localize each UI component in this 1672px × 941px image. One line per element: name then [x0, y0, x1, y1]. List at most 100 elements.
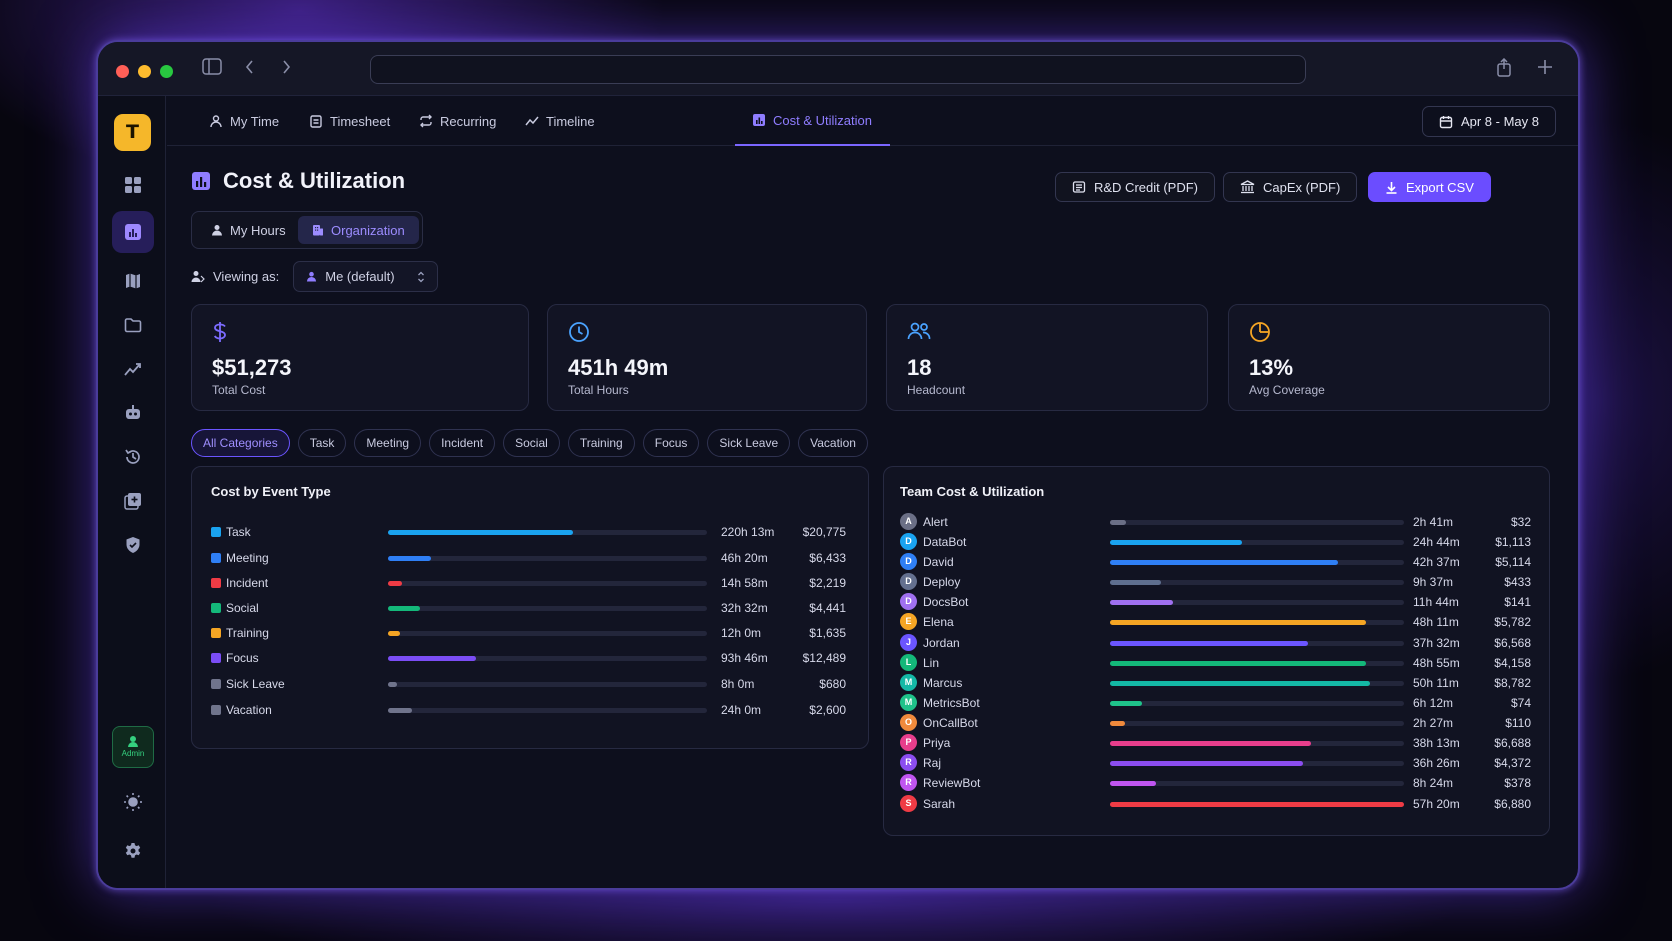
utilization-bar-fill	[1110, 540, 1243, 545]
zoom-window-button[interactable]	[160, 65, 173, 78]
event-hours: 8h 0m	[721, 677, 755, 691]
utilization-bar-fill	[1110, 560, 1338, 565]
calendar-icon	[1439, 115, 1453, 128]
filter-chip-focus[interactable]: Focus	[642, 429, 700, 457]
my-hours-toggle[interactable]: My Hours	[197, 216, 300, 244]
tab-my-time[interactable]: My Time	[209, 96, 279, 146]
utilization-bar-track	[1110, 721, 1404, 726]
filter-chip-all[interactable]: All Categories	[191, 429, 290, 457]
date-range-picker[interactable]: Apr 8 - May 8	[1421, 106, 1556, 137]
filter-chip-task[interactable]: Task	[297, 429, 347, 457]
theme-sun-icon[interactable]	[112, 781, 154, 823]
settings-gear-icon[interactable]	[112, 830, 154, 872]
filter-chip-training[interactable]: Training	[567, 429, 635, 457]
history-icon[interactable]	[112, 436, 154, 478]
panel-title: Team Cost & Utilization	[900, 484, 1045, 499]
member-cost: $6,688	[1494, 736, 1531, 750]
back-icon[interactable]	[244, 58, 256, 82]
admin-badge[interactable]: Admin	[112, 726, 154, 768]
event-hours: 93h 46m	[721, 651, 768, 665]
page-title-row: Cost & Utilization	[191, 168, 405, 194]
top-tabs: My Time Timesheet Recurring Timeline Cos…	[167, 96, 1578, 146]
toggle-label: My Hours	[230, 222, 286, 238]
date-range-label: Apr 8 - May 8	[1460, 114, 1539, 129]
legend-swatch	[211, 527, 221, 537]
member-hours: 2h 27m	[1413, 716, 1454, 730]
utilization-bar-fill	[1110, 520, 1127, 525]
new-tab-icon[interactable]	[1536, 58, 1554, 82]
event-cost: $2,219	[809, 576, 846, 590]
stat-label: Avg Coverage	[1249, 383, 1325, 397]
cost-chart-icon[interactable]	[112, 211, 154, 253]
address-bar[interactable]	[370, 55, 1306, 84]
team-member-row: D David 42h 37m $5,114	[884, 552, 1549, 572]
team-member-row: D DocsBot 11h 44m $141	[884, 592, 1549, 612]
utilization-bar-fill	[1110, 600, 1174, 605]
utilization-bar-track	[1110, 641, 1404, 646]
team-member-row: R Raj 36h 26m $4,372	[884, 753, 1549, 773]
share-icon[interactable]	[1496, 57, 1512, 84]
folder-icon[interactable]	[112, 304, 154, 346]
cost-bar-track	[388, 656, 707, 661]
utilization-bar-track	[1110, 600, 1404, 605]
filter-chip-social[interactable]: Social	[503, 429, 560, 457]
utilization-bar-track	[1110, 520, 1404, 525]
avatar: E	[900, 613, 917, 630]
close-window-button[interactable]	[116, 65, 129, 78]
tab-timesheet[interactable]: Timesheet	[309, 96, 390, 146]
event-cost: $6,433	[809, 551, 846, 565]
utilization-bar-track	[1110, 681, 1404, 686]
filter-chip-meeting[interactable]: Meeting	[354, 429, 422, 457]
member-hours: 42h 37m	[1413, 555, 1460, 569]
user-icon	[307, 271, 317, 282]
analytics-icon[interactable]	[112, 348, 154, 390]
utilization-bar-track	[1110, 540, 1404, 545]
utilization-bar-track	[1110, 761, 1404, 766]
button-label: Export CSV	[1406, 179, 1474, 195]
rd-credit-pdf-button[interactable]: R&D Credit (PDF)	[1055, 172, 1216, 202]
map-icon[interactable]	[112, 260, 154, 302]
forward-icon[interactable]	[280, 58, 292, 82]
avatar: A	[900, 513, 917, 530]
filter-chip-incident[interactable]: Incident	[429, 429, 496, 457]
clipboard-icon	[310, 115, 322, 128]
toggle-label: Organization	[331, 222, 405, 238]
tab-recurring[interactable]: Recurring	[419, 96, 496, 146]
legend-swatch	[211, 578, 221, 588]
utilization-bar-fill	[1110, 641, 1309, 646]
user-icon	[210, 115, 222, 128]
event-type-row: Training 12h 0m $1,635	[192, 623, 868, 643]
member-cost: $4,158	[1494, 656, 1531, 670]
dashboard-icon[interactable]	[112, 164, 154, 206]
stat-card-avg-coverage: 13% Avg Coverage	[1228, 304, 1550, 411]
export-csv-button[interactable]: Export CSV	[1368, 172, 1491, 202]
capex-pdf-button[interactable]: CapEx (PDF)	[1223, 172, 1358, 202]
member-cost: $141	[1504, 595, 1531, 609]
logout-icon[interactable]	[112, 879, 154, 888]
event-cost: $20,775	[802, 525, 846, 539]
legend-swatch	[211, 628, 221, 638]
sidebar-toggle-icon[interactable]	[202, 58, 222, 82]
organization-toggle[interactable]: Organization	[298, 216, 419, 244]
bot-icon[interactable]	[112, 392, 154, 434]
member-cost: $110	[1505, 716, 1531, 730]
minimize-window-button[interactable]	[138, 65, 151, 78]
cost-bar-fill	[388, 556, 432, 561]
filter-chip-vacation[interactable]: Vacation	[798, 429, 868, 457]
utilization-bar-fill	[1110, 620, 1366, 625]
team-member-row: D Deploy 9h 37m $433	[884, 572, 1549, 592]
member-hours: 38h 13m	[1413, 736, 1460, 750]
team-member-row: L Lin 48h 55m $4,158	[884, 653, 1549, 673]
event-type-row: Meeting 46h 20m $6,433	[192, 548, 868, 568]
filter-chip-sick-leave[interactable]: Sick Leave	[707, 429, 791, 457]
add-report-icon[interactable]	[112, 480, 154, 522]
shield-icon[interactable]	[112, 524, 154, 566]
viewing-as-select[interactable]: Me (default)	[293, 261, 438, 292]
app-logo[interactable]: T	[114, 114, 151, 151]
tab-cost-utilization[interactable]: Cost & Utilization	[735, 96, 890, 146]
download-icon	[1386, 181, 1397, 194]
tab-timeline[interactable]: Timeline	[525, 96, 595, 146]
page-title: Cost & Utilization	[223, 168, 406, 193]
stat-value: 451h 49m	[568, 355, 669, 380]
member-hours: 11h 44m	[1413, 595, 1459, 609]
